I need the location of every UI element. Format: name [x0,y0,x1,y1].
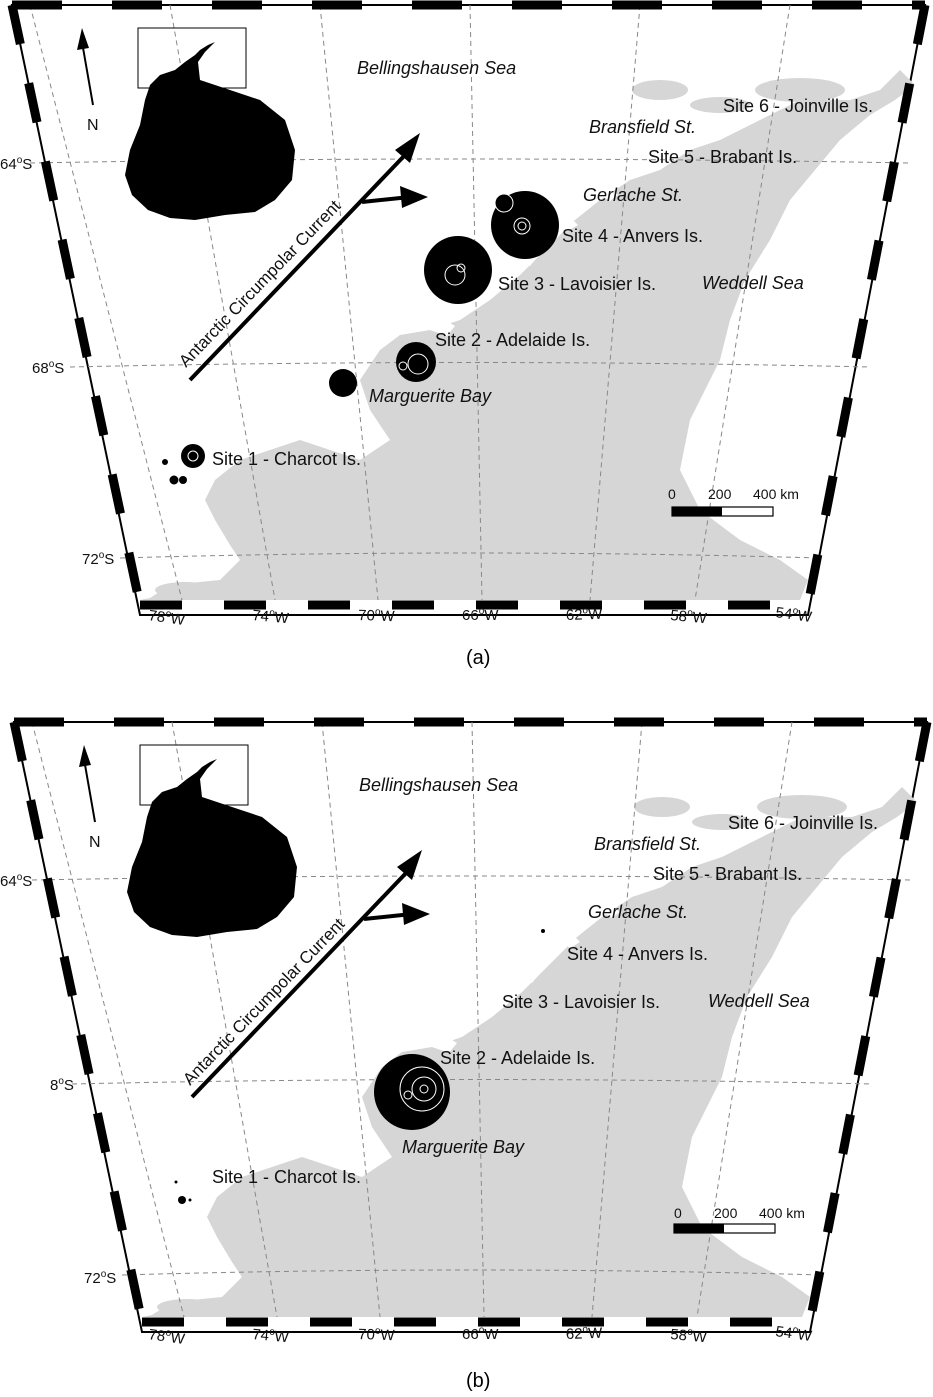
scale-label-200-b: 200 [714,1205,738,1221]
bubble-site4-small [494,193,514,213]
lat-label-72-b: 72oS [84,1269,116,1287]
lat-label-72: 72oS [82,550,114,568]
panel-caption-a: (a) [466,647,490,669]
bubble-site2-b-ring-2 [411,1076,437,1102]
lon-label-70: 70oW [358,606,396,625]
scale-label-0-b: 0 [674,1205,682,1221]
bubbles-b [174,929,545,1204]
lon-label-70-b: 70oW [358,1325,396,1344]
site-1-label-b: Site 1 - Charcot Is. [212,1167,361,1187]
lon-label-74: 74oW [252,606,291,627]
lon-label-78: 78oW [147,606,186,629]
site-3-label: Site 3 - Lavoisier Is. [498,274,656,294]
bubble-site1-ring [187,450,199,462]
lon-label-66-b: 66oW [462,1325,499,1343]
lon-labels-b: 78oW 74oW 70oW 66oW 62oW 58oW 54oW [147,1322,813,1348]
lat-label-68: 68oS [32,359,64,377]
bubbles-a [162,191,559,486]
bubble-site4-b [541,929,545,933]
sea-label-weddell: Weddell Sea [702,273,804,293]
sea-label-bellingshausen: Bellingshausen Sea [357,58,516,78]
bubble-site2-b-ring-3 [419,1084,429,1094]
lon-label-74-b: 74oW [252,1325,291,1346]
site-6-label: Site 6 - Joinville Is. [723,96,873,116]
place-bransfield-b: Bransfield St. [594,834,701,854]
site-4-label: Site 4 - Anvers Is. [562,226,703,246]
lon-label-62-b: 62oW [566,1324,604,1343]
scale-label-400-b: 400 km [759,1205,805,1221]
bubble-site1-b-small [188,1198,192,1202]
lat-label-68-b: 8oS [50,1076,74,1094]
site-3-label-b: Site 3 - Lavoisier Is. [502,992,660,1012]
lon-label-58-b: 58oW [670,1325,709,1346]
lon-label-58: 58oW [670,606,709,627]
lat-label-64-b: 64oS [0,872,32,890]
site-4-label-b: Site 4 - Anvers Is. [567,944,708,964]
site-1-label: Site 1 - Charcot Is. [212,449,361,469]
place-marguerite-b: Marguerite Bay [402,1137,525,1157]
bubble-site4-ring [513,217,531,235]
bubble-site2-b-ring-4 [403,1090,413,1100]
bubble-site1 [181,444,205,468]
place-marguerite: Marguerite Bay [369,386,492,406]
bubble-site4-ring-inner [517,221,527,231]
sea-label-weddell-b: Weddell Sea [708,991,810,1011]
lon-label-78-b: 78oW [147,1325,186,1348]
bubble-marguerite-offshore [329,369,357,397]
bubble-site3 [424,236,492,304]
bubble-site2-ring-small [398,361,408,371]
scale-label-0: 0 [668,486,676,502]
site-2-label-b: Site 2 - Adelaide Is. [440,1048,595,1068]
lon-label-54: 54oW [774,603,813,626]
bubble-site3-ring [444,264,466,286]
map-panel-b: Bellingshausen Sea Weddell Sea Bransfiel… [0,722,927,1392]
place-bransfield: Bransfield St. [589,117,696,137]
scale-label-200: 200 [708,486,732,502]
north-label: N [87,117,99,134]
panel-caption-b: (b) [466,1370,490,1392]
bubble-site2 [396,342,436,382]
bubble-site1-dot-a [162,459,168,465]
place-gerlache: Gerlache St. [583,185,683,205]
bubble-site1-dot-b [168,474,180,486]
bubble-site1-dot-c [179,476,187,484]
place-gerlache-b: Gerlache St. [588,902,688,922]
bubble-site2-b-ring-1 [399,1066,445,1112]
map-panel-a: Bellingshausen Sea Weddell Sea Bransfiel… [0,5,925,669]
sea-label-bellingshausen-b: Bellingshausen Sea [359,775,518,795]
lon-labels-a: 78oW 74oW 70oW 66oW 62oW 58oW 54oW [147,603,813,629]
lon-label-66: 66oW [462,606,499,624]
lon-label-54-b: 54oW [774,1322,813,1345]
bubble-site2-ring [407,353,429,375]
scale-label-400: 400 km [753,486,799,502]
bubble-site1-b-dot [174,1180,178,1184]
site-5-label: Site 5 - Brabant Is. [648,147,797,167]
site-2-label: Site 2 - Adelaide Is. [435,330,590,350]
bubble-site3-ring-small [456,263,466,273]
site-5-label-b: Site 5 - Brabant Is. [653,864,802,884]
bubble-site1-b [178,1196,186,1204]
site-6-label-b: Site 6 - Joinville Is. [728,813,878,833]
north-label-b: N [89,834,101,851]
lon-label-62: 62oW [566,605,604,624]
lat-label-64: 64oS [0,155,32,173]
